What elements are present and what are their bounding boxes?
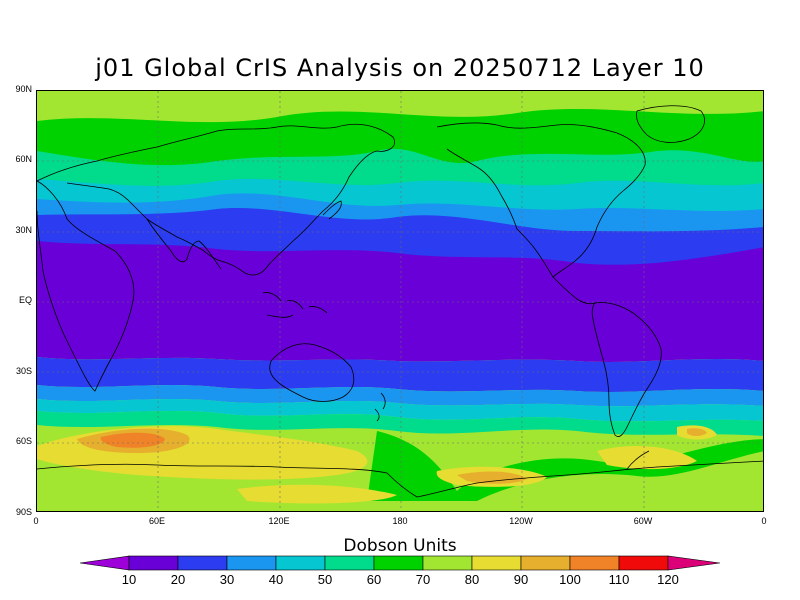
lon-label-180: 180	[392, 516, 408, 526]
yellow-patch-south-far-east	[597, 446, 697, 470]
colorbar-segment	[177, 555, 228, 571]
lon-label-120e: 120E	[268, 516, 290, 526]
lat-label-90n: 90N	[15, 84, 32, 94]
lon-label-60e: 60E	[148, 516, 165, 526]
dark-orange-patch-south-west	[100, 432, 165, 448]
colorbar-tick-label: 10	[121, 572, 137, 587]
yellow-patch-south-center	[237, 484, 397, 504]
colorbar-tick-label: 30	[219, 572, 235, 587]
lon-label-0-right: 0	[761, 516, 767, 526]
colorbar-tick-label: 50	[317, 572, 333, 587]
colorbar-tick-label: 100	[559, 572, 581, 587]
colorbar-segment	[128, 555, 179, 571]
ozone-map	[36, 90, 764, 512]
mid-blue-band-south	[37, 385, 763, 407]
colorbar-tick-label: 90	[513, 572, 529, 587]
colorbar-min-arrow	[79, 555, 130, 571]
colorbar-tick-label: 20	[170, 572, 186, 587]
colorbar-tick-label: 120	[657, 572, 679, 587]
colorbar-segment	[373, 555, 424, 571]
colorbar-segment	[422, 555, 473, 571]
lat-label-60s: 60S	[15, 436, 32, 446]
colorbar-segment	[618, 555, 669, 571]
colorbar-title: Dobson Units	[343, 536, 457, 556]
colorbar-tick-label: 80	[464, 572, 480, 587]
lat-label-60n: 60N	[15, 154, 32, 164]
colorbar-segment	[471, 555, 522, 571]
colorbar-tick-label: 110	[608, 572, 630, 587]
lat-label-30n: 30N	[15, 225, 32, 235]
colorbar-tick-label: 40	[268, 572, 284, 587]
lat-label-eq: EQ	[18, 295, 32, 305]
ozone-contour-field	[37, 91, 763, 511]
lat-label-90s: 90S	[15, 507, 32, 517]
colorbar-tick-label: 60	[366, 572, 382, 587]
orange-patch-small	[687, 428, 707, 436]
colorbar	[79, 555, 721, 571]
blue-band-south	[37, 357, 763, 392]
coastlines	[37, 105, 763, 498]
colorbar-tick-label: 70	[415, 572, 431, 587]
green-band-south	[367, 431, 763, 501]
colorbar-max-arrow	[667, 555, 721, 571]
orange-patch-south-east	[457, 471, 527, 484]
cyan-band-south	[37, 399, 763, 422]
colorbar-segment	[520, 555, 571, 571]
map-title: j01 Global CrIS Analysis on 20250712 Lay…	[95, 54, 705, 82]
lon-label-120w: 120W	[509, 516, 533, 526]
colorbar-segment	[324, 555, 375, 571]
graticule	[37, 91, 763, 511]
lon-label-0-left: 0	[33, 516, 39, 526]
teal-band-south	[37, 411, 763, 436]
purple-tropics-band	[37, 241, 763, 362]
lat-label-30s: 30S	[15, 366, 32, 376]
lon-label-60w: 60W	[633, 516, 653, 526]
colorbar-segment	[226, 555, 277, 571]
colorbar-segment	[569, 555, 620, 571]
colorbar-segment	[275, 555, 326, 571]
